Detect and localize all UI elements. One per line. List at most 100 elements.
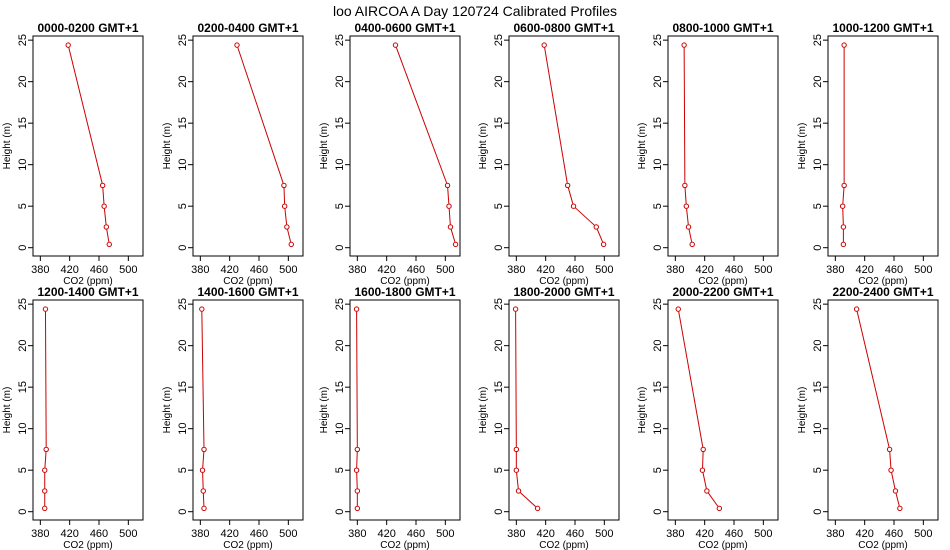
x-tick-label: 500 bbox=[436, 528, 454, 540]
y-tick-label: 0 bbox=[177, 245, 189, 251]
y-tick-label: 25 bbox=[493, 34, 505, 46]
y-tick-label: 15 bbox=[334, 117, 346, 129]
y-axis-label: Height (m) bbox=[319, 123, 330, 170]
x-tick-label: 380 bbox=[31, 528, 49, 540]
data-point bbox=[704, 488, 710, 494]
profile-line-segment bbox=[678, 311, 704, 447]
x-tick-label: 460 bbox=[885, 528, 903, 540]
y-tick-label: 0 bbox=[177, 509, 189, 515]
y-tick-label: 0 bbox=[812, 509, 824, 515]
profile-line-segment bbox=[201, 311, 205, 447]
chart-panel-1: 0000-0200 GMT+1 380 420 460 500 0 5 10 15 20 25 CO2… bbox=[2, 21, 144, 287]
y-tick-label: 20 bbox=[493, 340, 505, 352]
data-point bbox=[513, 467, 520, 473]
y-tick-label: 5 bbox=[652, 203, 664, 209]
y-tick-label: 5 bbox=[493, 467, 505, 473]
y-tick-label: 15 bbox=[17, 117, 29, 129]
data-point bbox=[513, 446, 520, 453]
x-tick-label: 500 bbox=[436, 264, 454, 276]
figure-title: loo AIRCOA A Day 120724 Calibrated Profi… bbox=[333, 3, 617, 19]
profile-line-segment bbox=[895, 493, 900, 506]
y-tick-label: 5 bbox=[177, 203, 189, 209]
y-tick-label: 5 bbox=[17, 203, 29, 209]
profile-line-segment bbox=[395, 47, 448, 184]
profile-line-segment bbox=[356, 472, 358, 489]
profile-line-segment bbox=[567, 187, 574, 204]
chart-panel-2: 0200-0400 GMT+1 380 420 460 500 0 5 10 15 20 25 CO2… bbox=[162, 21, 304, 287]
x-tick-label: 500 bbox=[754, 264, 772, 276]
data-point bbox=[700, 446, 706, 453]
profile-line-segment bbox=[575, 207, 595, 226]
panel-title: 0200-0400 GMT+1 bbox=[197, 21, 298, 35]
plot-frame bbox=[349, 35, 461, 257]
y-tick-label: 10 bbox=[177, 159, 189, 171]
y-tick-label: 0 bbox=[812, 245, 824, 251]
y-tick-label: 15 bbox=[177, 381, 189, 393]
data-point bbox=[689, 241, 695, 248]
profile-line-segment bbox=[686, 208, 689, 225]
y-tick-label: 5 bbox=[17, 467, 29, 473]
chart-panel-12: 2200-2400 GMT+1 380 420 460 500 0 5 10 15 20 25 CO2… bbox=[797, 285, 939, 550]
chart-panel-11: 2000-2200 GMT+1 380 420 460 500 0 5 10 15 20 25 CO2… bbox=[637, 285, 779, 550]
x-tick-label: 420 bbox=[60, 264, 78, 276]
profile-line-segment bbox=[448, 208, 451, 225]
profile-line-segment bbox=[707, 492, 719, 507]
x-tick-label: 420 bbox=[220, 264, 238, 276]
profile-line-segment bbox=[283, 188, 286, 204]
profile-line-segment bbox=[450, 229, 456, 243]
y-axis-label: Height (m) bbox=[797, 123, 808, 170]
data-point bbox=[681, 42, 687, 48]
panel-title: 2200-2400 GMT+1 bbox=[832, 285, 933, 299]
data-point bbox=[353, 306, 360, 312]
profile-line-segment bbox=[520, 492, 537, 507]
data-point bbox=[840, 241, 847, 248]
y-tick-label: 0 bbox=[334, 245, 346, 251]
y-tick-label: 25 bbox=[652, 298, 664, 310]
chart-panel-10: 1800-2000 GMT+1 380 420 460 500 0 5 10 15 20 25 CO2… bbox=[478, 285, 620, 550]
data-point bbox=[512, 306, 519, 312]
data-point bbox=[699, 467, 706, 473]
x-axis-label: CO2 (ppm) bbox=[698, 540, 747, 550]
x-tick-label: 460 bbox=[566, 264, 584, 276]
x-axis-label: CO2 (ppm) bbox=[858, 540, 907, 550]
profile-line-segment bbox=[842, 187, 845, 204]
data-point bbox=[682, 182, 688, 189]
plot-frame bbox=[508, 299, 620, 521]
chart-panel-8: 1400-1600 GMT+1 380 420 460 500 0 5 10 15 20 25 CO2… bbox=[162, 285, 304, 550]
x-axis-label: CO2 (ppm) bbox=[858, 276, 907, 287]
plot-frame bbox=[32, 299, 144, 521]
profile-line-segment bbox=[688, 229, 693, 242]
data-point bbox=[354, 505, 361, 512]
y-tick-label: 5 bbox=[812, 467, 824, 473]
data-point bbox=[392, 42, 399, 48]
y-tick-label: 10 bbox=[17, 423, 29, 435]
x-axis-label: CO2 (ppm) bbox=[380, 540, 429, 550]
x-tick-label: 420 bbox=[377, 528, 395, 540]
x-tick-label: 460 bbox=[885, 264, 903, 276]
y-tick-label: 15 bbox=[493, 117, 505, 129]
x-tick-label: 500 bbox=[119, 528, 137, 540]
x-tick-label: 460 bbox=[90, 264, 108, 276]
profile-line-segment bbox=[68, 47, 103, 184]
profile-line-segment bbox=[891, 472, 896, 489]
x-tick-label: 420 bbox=[695, 264, 713, 276]
x-axis-label: CO2 (ppm) bbox=[223, 276, 272, 287]
data-point bbox=[888, 467, 894, 473]
x-tick-label: 500 bbox=[914, 264, 932, 276]
x-tick-label: 420 bbox=[536, 528, 554, 540]
y-tick-label: 10 bbox=[812, 423, 824, 435]
panel-title: 0400-0600 GMT+1 bbox=[354, 21, 455, 35]
x-tick-label: 380 bbox=[666, 528, 684, 540]
x-tick-label: 380 bbox=[666, 264, 684, 276]
profile-line-segment bbox=[44, 311, 47, 447]
y-tick-label: 15 bbox=[812, 117, 824, 129]
data-point bbox=[281, 182, 287, 189]
data-point bbox=[841, 42, 847, 48]
data-point bbox=[281, 203, 288, 209]
panel-title: 0000-0200 GMT+1 bbox=[37, 21, 138, 35]
profile-line-segment bbox=[856, 311, 890, 448]
y-tick-label: 10 bbox=[334, 159, 346, 171]
y-tick-label: 20 bbox=[652, 76, 664, 88]
data-point bbox=[841, 182, 847, 189]
panel-title: 0800-1000 GMT+1 bbox=[672, 21, 773, 35]
